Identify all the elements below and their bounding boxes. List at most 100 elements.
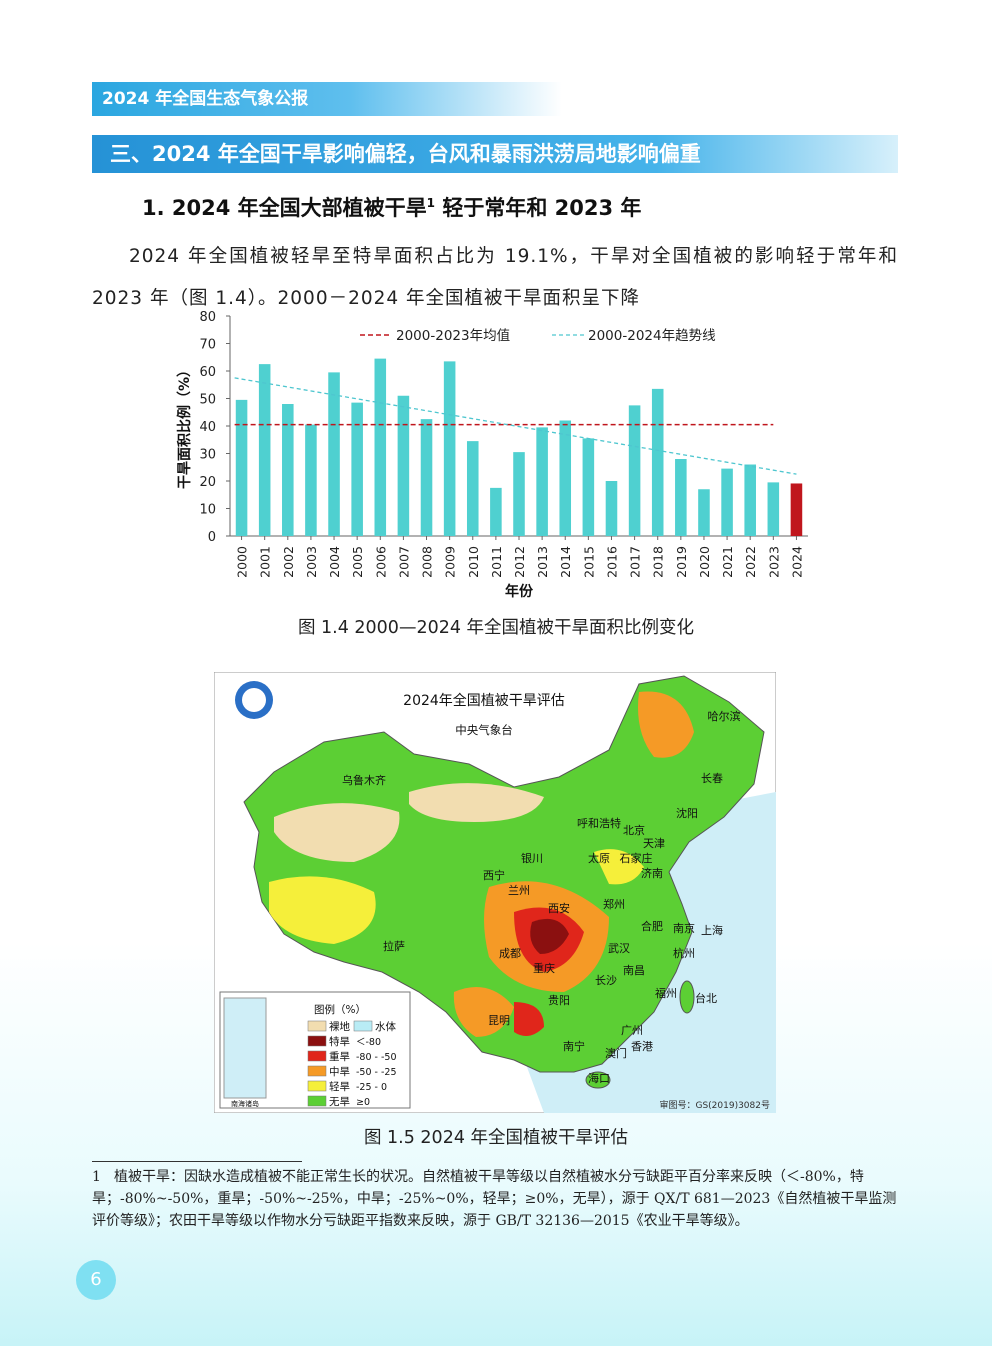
y-tick-label: 20 — [199, 475, 216, 490]
x-tick-label: 2009 — [443, 546, 458, 578]
x-tick-label: 2003 — [304, 546, 319, 578]
map-approval: 审图号：GS(2019)3082号 — [659, 1099, 770, 1111]
cma-logo-inner — [242, 688, 266, 712]
legend-range: ≥0 — [356, 1097, 370, 1108]
x-tick-label: 2013 — [535, 546, 550, 578]
bare-area-xinjiang — [274, 803, 400, 862]
x-tick-label: 2005 — [350, 546, 365, 578]
x-tick-label: 2006 — [373, 546, 388, 578]
x-tick-label: 2014 — [558, 546, 573, 578]
city-label: 长沙 — [595, 974, 617, 987]
city-label: 澳门 — [605, 1046, 627, 1060]
city-label: 南京 — [673, 921, 695, 935]
legend-label: 无旱 — [329, 1096, 350, 1108]
x-tick-label: 2016 — [604, 546, 619, 578]
city-label: 济南 — [641, 866, 663, 880]
drought-northeast — [638, 691, 694, 758]
legend-label: 轻旱 — [329, 1080, 350, 1093]
china-outline — [243, 675, 765, 1073]
y-tick-label: 60 — [199, 365, 216, 380]
figure-1-4-caption: 图 1.4 2000—2024 年全国植被干旱面积比例变化 — [297, 618, 695, 638]
y-tick-label: 50 — [199, 393, 216, 408]
body-paragraph: 2024 年全国植被轻旱至特旱面积占比为 19.1%，干旱对全国植被的影响轻于常… — [92, 246, 898, 309]
bar — [282, 404, 294, 536]
legend-swatch — [307, 1035, 327, 1047]
footnote-text: 植被干旱：因缺水造成植被不能正常生长的状况。自然植被干旱等级以自然植被水分亏缺距… — [92, 1169, 897, 1229]
legend-swatch — [307, 1020, 327, 1032]
city-label: 重庆 — [533, 961, 555, 975]
x-tick-label: 2020 — [697, 546, 712, 578]
legend-swatch — [307, 1095, 327, 1107]
x-tick-label: 2015 — [581, 546, 596, 578]
section-heading: 三、2024 年全国干旱影响偏轻，台风和暴雨洪涝局地影响偏重 — [92, 135, 898, 173]
legend-range: -25 - 0 — [356, 1082, 387, 1093]
y-tick-label: 30 — [199, 448, 216, 463]
city-label: 成都 — [499, 947, 521, 960]
bar — [466, 441, 479, 536]
city-label: 海口 — [588, 1071, 610, 1085]
legend-swatch — [307, 1050, 327, 1062]
bar — [374, 358, 387, 536]
legend-label: 中旱 — [329, 1065, 350, 1078]
city-label: 合肥 — [641, 919, 663, 933]
bar — [328, 372, 340, 536]
x-tick-label: 2000 — [235, 546, 250, 578]
subsection-title: 1. 2024 年全国大部植被干旱 — [142, 196, 427, 220]
y-axis-title: 干旱面积比例（%） — [176, 363, 193, 489]
figure-1-5-caption: 图 1.5 2024 年全国植被干旱评估 — [363, 1128, 629, 1148]
bar — [744, 464, 756, 536]
x-tick-label: 2001 — [258, 546, 273, 578]
city-label: 武汉 — [608, 942, 630, 955]
legend-swatch — [307, 1065, 327, 1077]
x-tick-label: 2008 — [420, 546, 435, 578]
bar — [235, 399, 248, 536]
x-tick-label: 2004 — [327, 546, 342, 578]
x-tick-label: 2023 — [766, 546, 781, 578]
map-subtitle: 中央气象台 — [455, 723, 513, 737]
city-label: 昆明 — [488, 1014, 510, 1027]
legend-label: 水体 — [375, 1021, 396, 1033]
bar — [767, 482, 780, 536]
city-label: 南昌 — [623, 964, 645, 977]
legend-swatch — [353, 1020, 373, 1032]
legend-label: 重旱 — [329, 1050, 350, 1063]
city-label: 杭州 — [673, 946, 695, 960]
bar — [420, 419, 433, 536]
city-label: 福州 — [655, 986, 677, 1000]
bar — [536, 427, 548, 536]
x-tick-label: 2007 — [396, 546, 411, 578]
legend-swatch — [307, 1080, 327, 1092]
city-label: 拉萨 — [383, 939, 405, 953]
drought-north-china — [594, 849, 644, 885]
bar — [582, 438, 595, 536]
x-tick-label: 2018 — [651, 546, 666, 578]
y-tick-label: 80 — [199, 310, 216, 325]
city-label: 贵阳 — [548, 994, 570, 1007]
city-label: 郑州 — [603, 897, 625, 911]
city-label: 沈阳 — [676, 806, 698, 820]
y-tick-label: 40 — [199, 420, 216, 435]
footnote-number: 1 — [92, 1169, 101, 1185]
x-tick-label: 2022 — [743, 546, 758, 578]
bar — [790, 483, 803, 536]
city-label: 上海 — [701, 923, 723, 937]
city-label: 台北 — [695, 991, 717, 1005]
y-tick-label: 70 — [199, 338, 216, 353]
footnote: 1 植被干旱：因缺水造成植被不能正常生长的状况。自然植被干旱等级以自然植被水分亏缺… — [92, 1166, 898, 1232]
legend-range: ＜-80 — [356, 1037, 381, 1048]
city-label: 香港 — [631, 1040, 653, 1053]
city-label: 兰州 — [508, 884, 530, 897]
city-label: 天津 — [643, 837, 665, 850]
footnote-ref[interactable]: 1 — [426, 196, 436, 210]
city-label: 石家庄 — [620, 851, 653, 865]
bar — [490, 487, 502, 536]
city-label: 长春 — [701, 772, 723, 785]
y-tick-label: 10 — [199, 503, 216, 518]
x-tick-label: 2012 — [512, 546, 527, 578]
bar — [258, 364, 271, 536]
legend-label: 2000-2024年趋势线 — [588, 328, 716, 344]
bar — [605, 481, 618, 536]
subsection-title-tail: 轻于常年和 2023 年 — [435, 196, 642, 220]
bar — [628, 405, 641, 536]
